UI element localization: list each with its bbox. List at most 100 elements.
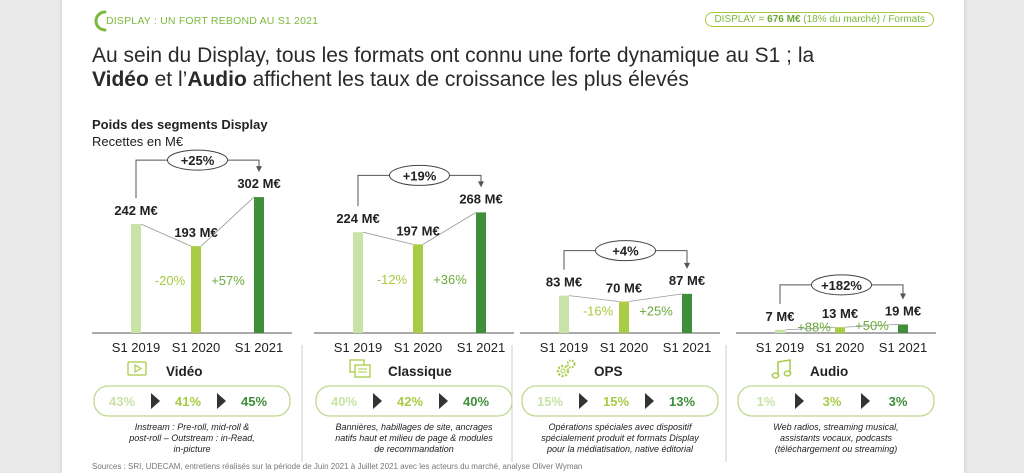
format-description: (téléchargement ou streaming) [775, 444, 898, 454]
share-pill [93, 385, 291, 417]
source-note: Sources : SRI, UDECAM, entretiens réalis… [92, 462, 583, 471]
bar-audio-0 [775, 329, 785, 333]
x-tick-label: S1 2019 [756, 340, 804, 355]
format-description: natifs haut et milieu de page & modules [335, 433, 493, 443]
share-value: 41% [175, 394, 201, 409]
value-label: 87 M€ [669, 273, 705, 288]
share-arrow-icon [217, 393, 226, 409]
growth-pill [811, 274, 872, 296]
trend-line [200, 196, 255, 247]
trend-line [422, 212, 477, 245]
page-headline: Au sein du Display, tous les formats ont… [92, 44, 815, 91]
share-value: 13% [669, 394, 695, 409]
share-value: 42% [397, 394, 423, 409]
share-arrow-icon [645, 393, 654, 409]
chart-title: Poids des segments Display [92, 117, 268, 132]
brand-logo-icon [94, 10, 107, 32]
change-label: +57% [211, 273, 245, 288]
x-tick-label: S1 2019 [540, 340, 588, 355]
bar-ops-1 [619, 301, 629, 333]
share-pill [737, 385, 935, 417]
format-description: Bannières, habillages de site, ancrages [335, 422, 493, 432]
change-label: -20% [155, 273, 186, 288]
value-label: 13 M€ [822, 306, 858, 321]
bar-classique-1 [413, 244, 423, 333]
format-name: Audio [810, 364, 848, 379]
bracket-arrowhead [900, 293, 906, 300]
x-tick-label: S1 2019 [112, 340, 160, 355]
share-value: 45% [241, 394, 267, 409]
growth-pill [595, 240, 656, 262]
bracket-arrowhead [684, 262, 690, 269]
gears-icon [556, 359, 576, 378]
trend-line [784, 326, 836, 331]
share-value: 40% [463, 394, 489, 409]
bracket-arrowhead [478, 181, 484, 188]
x-tick-label: S1 2021 [663, 340, 711, 355]
x-tick-label: S1 2020 [172, 340, 220, 355]
share-value: 3% [889, 394, 908, 409]
music-note-icon [771, 359, 792, 379]
chart-unit: Recettes en M€ [92, 134, 184, 149]
share-arrow-icon [439, 393, 448, 409]
format-name: Vidéo [166, 364, 203, 379]
total-growth-label: +4% [612, 244, 639, 259]
trend-line [362, 231, 414, 245]
share-value: 3% [823, 394, 842, 409]
x-tick-label: S1 2019 [334, 340, 382, 355]
total-growth-label: +182% [821, 278, 862, 293]
total-growth-label: +25% [181, 153, 215, 168]
format-description: Opérations spéciales avec dispositif [548, 422, 693, 432]
bar-vidéo-2 [254, 197, 264, 333]
bar-ops-0 [559, 295, 569, 333]
value-label: 197 M€ [396, 223, 439, 238]
banner-icon [349, 359, 371, 378]
growth-pill [389, 164, 450, 186]
value-label: 268 M€ [459, 191, 502, 206]
share-value: 40% [331, 394, 357, 409]
share-value: 15% [537, 394, 563, 409]
format-description: pour la médiatisation, native éditorial [546, 444, 694, 454]
bar-audio-1 [835, 327, 845, 333]
value-label: 83 M€ [546, 275, 582, 290]
trend-line [628, 293, 683, 302]
bar-classique-2 [476, 212, 486, 333]
bar-audio-2 [898, 324, 908, 333]
x-tick-label: S1 2020 [816, 340, 864, 355]
bracket-arrowhead [256, 166, 262, 173]
format-description: post-roll – Outstream : in-Read, [128, 433, 255, 443]
format-description: spécialement produit et formats Display [541, 433, 699, 443]
share-value: 43% [109, 394, 135, 409]
format-description: assistants vocaux, podcasts [780, 433, 893, 443]
format-description: in-picture [173, 444, 210, 454]
share-arrow-icon [795, 393, 804, 409]
value-label: 70 M€ [606, 281, 642, 296]
change-label: -16% [583, 304, 614, 319]
trend-line [140, 223, 192, 247]
x-tick-label: S1 2021 [879, 340, 927, 355]
share-arrow-icon [861, 393, 870, 409]
value-label: 242 M€ [114, 203, 157, 218]
format-name: Classique [388, 364, 452, 379]
change-label: -12% [377, 272, 408, 287]
value-label: 302 M€ [237, 176, 280, 191]
share-arrow-icon [579, 393, 588, 409]
slide: DISPLAY : UN FORT REBOND AU S1 2021 DISP… [62, 0, 964, 473]
growth-pill [167, 149, 228, 171]
value-label: 193 M€ [174, 225, 217, 240]
change-label: +50% [855, 318, 889, 333]
x-tick-label: S1 2021 [235, 340, 283, 355]
trend-line [844, 324, 899, 328]
share-arrow-icon [373, 393, 382, 409]
change-label: +36% [433, 272, 467, 287]
value-label: 19 M€ [885, 303, 921, 318]
section-title: DISPLAY : UN FORT REBOND AU S1 2021 [106, 15, 319, 27]
change-label: +25% [639, 304, 673, 319]
change-label: +88% [797, 319, 831, 334]
format-name: OPS [594, 364, 623, 379]
display-segments-chart: 242 M€ 193 M€ 302 M€ -20% +57% +25% S1 2019 S1 … [92, 149, 936, 462]
bar-classique-0 [353, 232, 363, 333]
format-description: de recommandation [374, 444, 454, 454]
x-tick-label: S1 2020 [394, 340, 442, 355]
bar-vidéo-0 [131, 224, 141, 333]
